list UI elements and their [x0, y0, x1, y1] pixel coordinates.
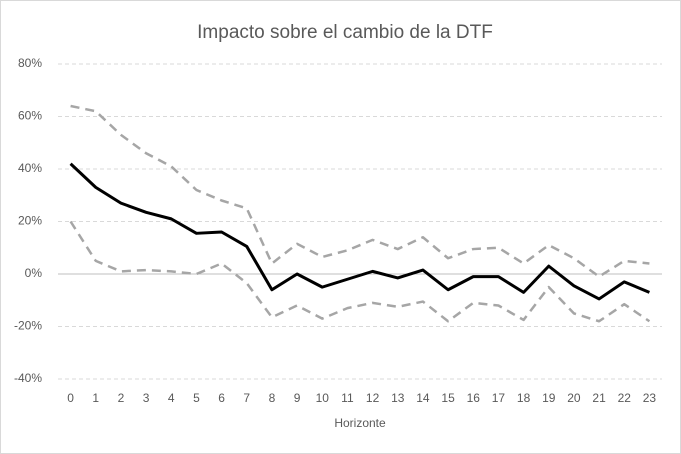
x-tick-label: 1	[92, 391, 99, 405]
x-tick-label: 7	[243, 391, 250, 405]
x-axis-title: Horizonte	[334, 416, 386, 430]
x-tick-label: 10	[316, 391, 330, 405]
x-tick-label: 0	[67, 391, 74, 405]
x-tick-label: 8	[269, 391, 276, 405]
chart-title: Impacto sobre el cambio de la DTF	[197, 22, 493, 43]
x-tick-label: 6	[218, 391, 225, 405]
x-tick-label: 21	[592, 391, 606, 405]
y-tick-label: 40%	[18, 161, 42, 175]
x-tick-label: 4	[168, 391, 175, 405]
y-tick-label: 0%	[25, 266, 43, 280]
y-tick-label: -20%	[14, 319, 42, 333]
x-tick-label: 18	[517, 391, 531, 405]
x-tick-label: 23	[643, 391, 657, 405]
x-tick-label: 5	[193, 391, 200, 405]
y-tick-label: 80%	[18, 56, 42, 70]
dashed-band-line	[70, 104, 650, 278]
x-tick-label: 15	[441, 391, 455, 405]
y-tick-label: 60%	[18, 109, 42, 123]
x-tick-label: 14	[416, 391, 430, 405]
y-tick-label: -40%	[14, 371, 42, 385]
x-tick-label: 11	[341, 391, 354, 405]
line	[69, 162, 650, 301]
x-tick-label: 12	[366, 391, 380, 405]
x-tick-label: 19	[542, 391, 556, 405]
x-tick-label: 2	[118, 391, 125, 405]
x-tick-label: 13	[391, 391, 405, 405]
x-tick-label: 9	[294, 391, 301, 405]
dashed-band-line	[69, 220, 651, 323]
x-tick-label: 17	[492, 391, 506, 405]
x-tick-label: 3	[143, 391, 150, 405]
y-tick-label: 20%	[18, 214, 42, 228]
x-tick-label: 16	[467, 391, 481, 405]
x-tick-label: 22	[618, 391, 632, 405]
x-tick-label: 20	[567, 391, 581, 405]
